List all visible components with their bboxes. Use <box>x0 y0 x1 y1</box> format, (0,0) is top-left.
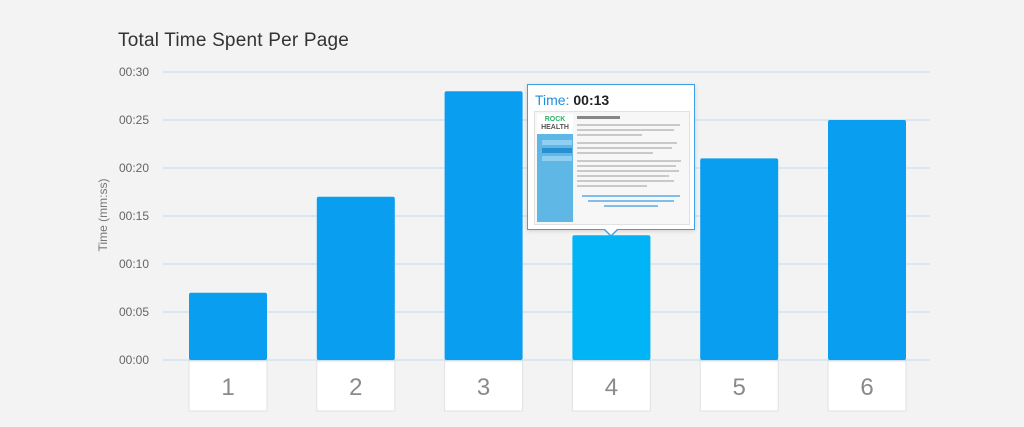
y-axis-ticks: 00:00 00:05 00:10 00:15 00:20 00:25 00:30 <box>119 65 149 367</box>
bar-3[interactable] <box>444 91 523 360</box>
tooltip-header: Time: 00:13 <box>535 92 609 108</box>
x-tick-label: 3 <box>477 374 490 401</box>
thumbnail-nav-item <box>542 140 572 145</box>
x-tick-label: 6 <box>860 374 873 401</box>
tooltip-value: 00:13 <box>573 92 610 108</box>
bar-tooltip: Time: 00:13 ROCK HEALTH <box>527 84 695 230</box>
y-tick-label: 00:05 <box>119 305 149 319</box>
category-box-2 <box>316 360 396 412</box>
x-tick-label: 4 <box>605 374 618 401</box>
y-tick-label: 00:15 <box>119 209 149 223</box>
y-tick-label: 00:25 <box>119 113 149 127</box>
category-box-1 <box>188 360 268 412</box>
y-tick-label: 00:30 <box>119 65 149 79</box>
thumbnail-nav-item <box>542 148 572 153</box>
bar-1[interactable] <box>189 292 267 360</box>
bar-5[interactable] <box>700 158 779 360</box>
thumbnail-nav-item <box>542 156 572 161</box>
bar-6[interactable] <box>828 120 906 360</box>
page-thumbnail: ROCK HEALTH <box>534 111 690 225</box>
x-tick-label: 1 <box>221 374 234 401</box>
y-tick-label: 00:10 <box>119 257 149 271</box>
bar-2[interactable] <box>316 196 395 360</box>
y-axis-title: Time (mm:ss) <box>96 179 110 252</box>
y-tick-label: 00:00 <box>119 353 149 367</box>
bar-4[interactable] <box>572 235 651 360</box>
x-tick-label: 2 <box>349 374 362 401</box>
bars <box>189 91 906 360</box>
category-box-3 <box>444 360 524 412</box>
x-axis-categories: 1 2 3 4 5 6 <box>188 360 907 412</box>
category-box-4 <box>571 360 651 412</box>
x-tick-label: 5 <box>733 374 746 401</box>
rock-health-logo: ROCK HEALTH <box>537 114 573 134</box>
chart-title: Total Time Spent Per Page <box>118 30 350 51</box>
category-box-6 <box>827 360 907 412</box>
thumbnail-content <box>577 116 685 210</box>
y-tick-label: 00:20 <box>119 161 149 175</box>
tooltip-label: Time: <box>535 92 570 108</box>
category-box-5 <box>699 360 779 412</box>
